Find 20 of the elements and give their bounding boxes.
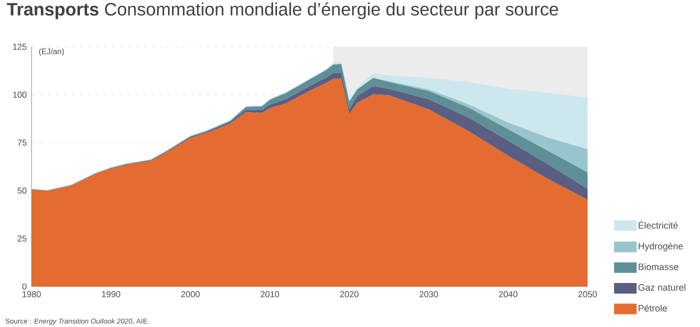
y-tick-label: 0 [22,283,27,290]
x-tick-label: 1990 [102,291,120,298]
x-tick-label: 2010 [260,291,280,298]
x-tick-label: 2030 [420,291,438,298]
y-tick-label: 125 [13,44,26,50]
x-tick-label: 2040 [499,291,518,298]
y-tick-label: 50 [18,187,27,194]
y-tick-label: 100 [13,92,27,98]
legend-label: Gaz naturel [638,284,686,291]
x-tick-label: 2050 [578,291,597,298]
legend-label: Hydrogène [638,242,683,252]
y-tick-label: 25 [18,235,26,242]
y-tick-label: 75 [18,140,26,146]
legend-label: Biomasse [638,263,678,270]
x-tick-label: 1980 [22,291,41,298]
x-tick-label: 2000 [181,291,200,298]
legend-label: Électricité [638,220,678,229]
x-tick-label: 2020 [340,291,359,298]
legend-label: Pétrole [638,304,667,312]
chart-title: Transports Consommation mondiale d’énergie du secteur par source [6,2,558,20]
